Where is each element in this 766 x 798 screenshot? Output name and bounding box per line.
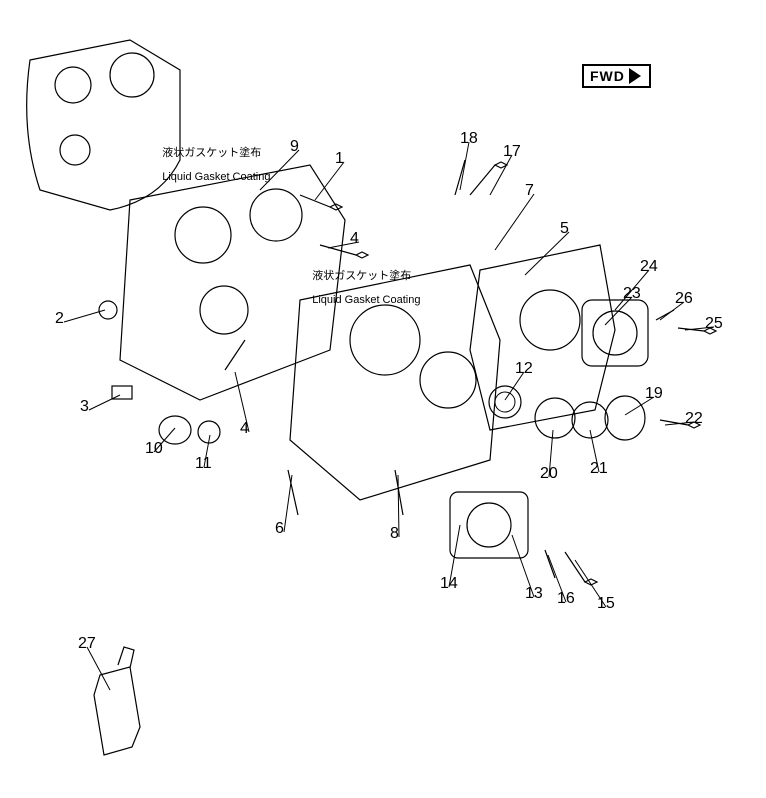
callout-2: 2 — [55, 310, 64, 328]
callout-20: 20 — [540, 465, 558, 483]
callout-14: 14 — [440, 575, 458, 593]
callout-24: 24 — [640, 258, 658, 276]
callout-27: 27 — [78, 635, 96, 653]
fwd-label: FWD — [590, 68, 625, 84]
annotation-en: Liquid Gasket Coating — [312, 294, 420, 306]
callout-13: 13 — [525, 585, 543, 603]
callout-7: 7 — [525, 182, 534, 200]
callout-23: 23 — [623, 285, 641, 303]
callout-3: 3 — [80, 398, 89, 416]
annotation-jp: 液状ガスケット塗布 — [162, 147, 261, 159]
callout-26: 26 — [675, 290, 693, 308]
callout-11: 11 — [195, 455, 212, 473]
annotation-en: Liquid Gasket Coating — [162, 171, 270, 183]
callout-12: 12 — [515, 360, 533, 378]
callout-18: 18 — [460, 130, 478, 148]
diagram-canvas: FWD 液状ガスケット塗布 Liquid Gasket Coating 液状ガス… — [0, 0, 766, 798]
callout-1: 1 — [335, 150, 344, 168]
arrow-right-icon — [629, 68, 641, 84]
callout-9: 9 — [290, 138, 299, 156]
callout-21: 21 — [590, 460, 608, 478]
callout-16: 16 — [557, 590, 575, 608]
callout-6: 6 — [275, 520, 284, 538]
callout-10: 10 — [145, 440, 163, 458]
callout-25: 25 — [705, 315, 723, 333]
callout-19: 19 — [645, 385, 663, 403]
callout-4: 4 — [350, 230, 359, 248]
callout-22: 22 — [685, 410, 703, 428]
annotation-jp: 液状ガスケット塗布 — [312, 270, 411, 282]
callout-5: 5 — [560, 220, 569, 238]
callout-4: 4 — [240, 420, 249, 438]
callout-17: 17 — [503, 143, 521, 161]
annotation-gasket-1: 液状ガスケット塗布 Liquid Gasket Coating — [150, 135, 270, 195]
annotation-gasket-2: 液状ガスケット塗布 Liquid Gasket Coating — [300, 258, 420, 318]
callout-8: 8 — [390, 525, 399, 543]
fwd-direction-badge: FWD — [582, 64, 651, 88]
callout-15: 15 — [597, 595, 615, 613]
